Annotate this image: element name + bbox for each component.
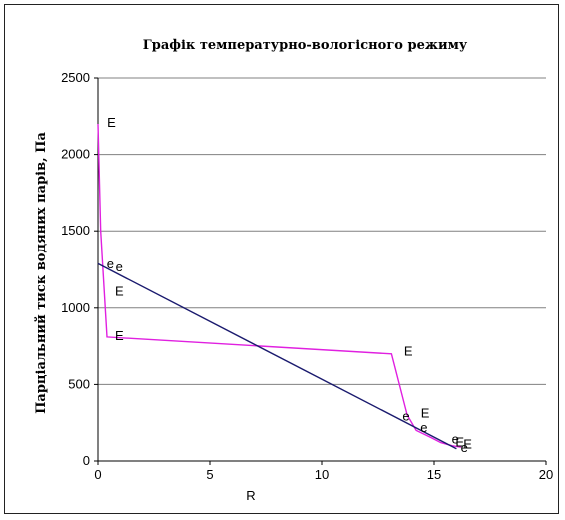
x-axis-label: R — [246, 488, 255, 503]
x-tick-label: 5 — [206, 467, 213, 482]
point-annotation: e — [420, 420, 427, 435]
point-annotation: e — [402, 408, 409, 423]
y-tick-labels: 0 500 1000 1500 2000 2500 — [61, 70, 90, 468]
y-tick-label: 1000 — [61, 300, 90, 315]
point-annotation: E — [115, 328, 124, 343]
series-line-1 — [97, 123, 462, 448]
axes — [94, 77, 547, 465]
y-tick-label: 1500 — [61, 223, 90, 238]
point-annotation: E — [107, 115, 116, 130]
x-tick-labels: 0 5 10 15 20 — [94, 467, 553, 482]
y-tick-label: 2000 — [61, 147, 90, 162]
point-annotation: e — [461, 440, 468, 455]
gridlines — [98, 77, 546, 385]
chart-title: Графік температурно-вологісного режиму — [143, 38, 468, 53]
x-tick-label: 20 — [539, 467, 553, 482]
point-annotation: e — [452, 431, 459, 446]
y-tick-label: 2500 — [61, 70, 90, 85]
chart-frame: Графік температурно-вологісного режиму 0… — [4, 4, 559, 514]
point-annotation: E — [404, 343, 413, 358]
y-tick-label: 0 — [83, 453, 90, 468]
x-tick-label: 15 — [427, 467, 441, 482]
x-tick-label: 10 — [315, 467, 329, 482]
series-lines — [97, 123, 462, 450]
series-line-2 — [97, 262, 457, 450]
y-tick-label: 500 — [68, 376, 90, 391]
point-annotation: E — [463, 437, 472, 452]
chart-svg: Графік температурно-вологісного режиму 0… — [34, 38, 553, 503]
point-annotation: E — [455, 434, 464, 449]
y-axis-label: Парціальний тиск водяних парів, Па — [34, 132, 49, 414]
point-annotation: e — [116, 259, 123, 274]
point-annotation: E — [115, 284, 124, 299]
point-annotation: E — [421, 405, 430, 420]
point-annotation: e — [107, 256, 114, 271]
x-tick-label: 0 — [94, 467, 101, 482]
